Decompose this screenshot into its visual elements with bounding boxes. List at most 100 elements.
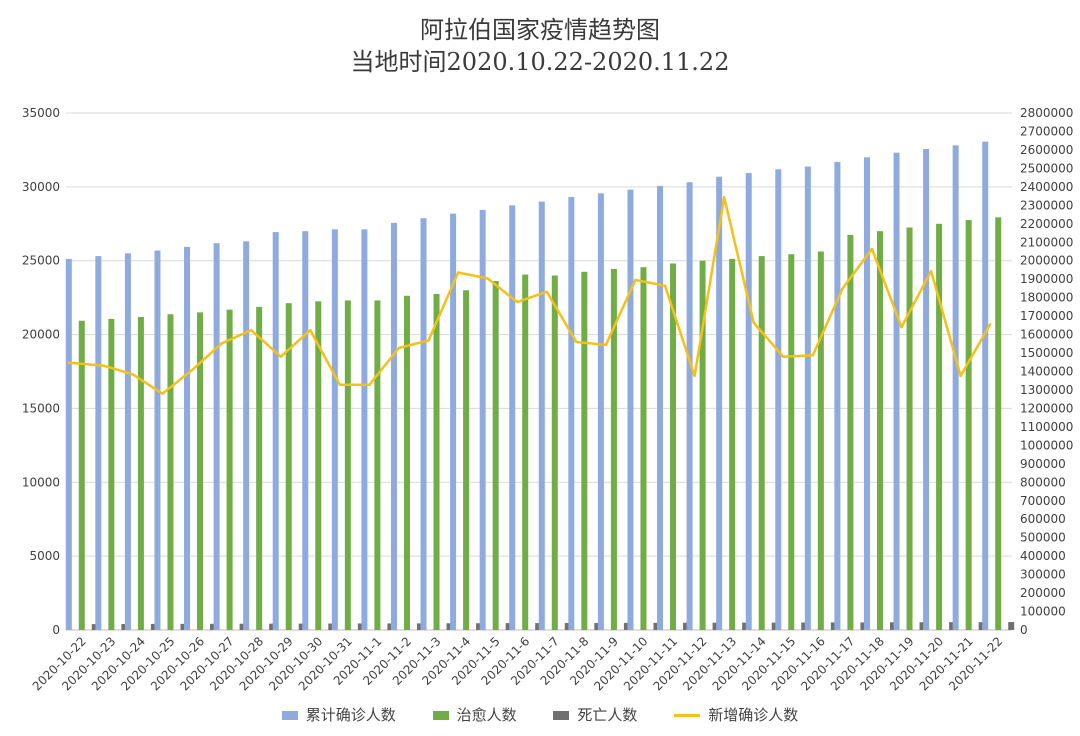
point-new-cases — [190, 368, 194, 372]
bar-cumulative — [952, 145, 959, 630]
bar-recovered — [936, 223, 943, 631]
point-new-cases — [575, 340, 578, 344]
bar-recovered — [729, 258, 736, 630]
bar-deaths — [357, 623, 364, 630]
line-series — [66, 195, 992, 395]
right-tick-label: 500000 — [1020, 531, 1066, 545]
point-new-cases — [102, 364, 105, 367]
right-tick-label: 2500000 — [1020, 161, 1073, 175]
bar-recovered — [433, 293, 440, 630]
point-new-cases — [722, 195, 726, 199]
right-tick-label: 800000 — [1020, 475, 1066, 489]
bar-recovered — [344, 300, 351, 630]
x-axis-ticks: 2020-10-222020-10-232020-10-242020-10-25… — [30, 634, 1006, 693]
bar-deaths — [446, 623, 453, 630]
bar-deaths — [387, 623, 394, 630]
bar-deaths — [535, 623, 542, 630]
right-tick-label: 2600000 — [1020, 143, 1073, 157]
bar-cumulative — [65, 258, 72, 630]
bar-deaths — [742, 622, 749, 630]
bar-deaths — [416, 623, 423, 630]
bar-cumulative — [331, 229, 338, 630]
bar-recovered — [788, 254, 795, 631]
bar-cumulative — [450, 213, 457, 630]
bar-recovered — [670, 263, 677, 630]
right-tick-label: 200000 — [1020, 586, 1066, 600]
bar-deaths — [150, 623, 157, 630]
bar-recovered — [137, 317, 144, 630]
right-tick-label: 1000000 — [1020, 438, 1073, 452]
legend-label-new-cases: 新增确诊人数 — [708, 706, 799, 724]
left-tick-label: 25000 — [22, 254, 60, 268]
bar-cumulative — [509, 205, 516, 631]
point-new-cases — [604, 343, 608, 347]
bar-cumulative — [124, 253, 131, 631]
bar-recovered — [847, 234, 854, 630]
bar-recovered — [551, 275, 558, 630]
bar-recovered — [758, 256, 765, 630]
right-tick-label: 1900000 — [1020, 272, 1073, 286]
right-tick-label: 1400000 — [1020, 365, 1073, 379]
left-axis-ticks: 0 5000 10000 15000 20000 25000 30000 35000 — [22, 106, 60, 637]
bar-deaths — [239, 623, 246, 630]
right-tick-label: 2000000 — [1020, 254, 1073, 268]
point-new-cases — [66, 361, 70, 364]
point-new-cases — [397, 346, 401, 350]
right-tick-label: 400000 — [1020, 549, 1066, 563]
left-tick-label: 35000 — [22, 106, 60, 120]
bar-cumulative — [893, 152, 900, 630]
bar-recovered — [906, 227, 913, 630]
legend-swatch-recovered — [432, 711, 449, 720]
point-new-cases — [841, 287, 844, 290]
chart-subtitle: 当地时间2020.10.22-2020.11.22 — [350, 48, 730, 76]
bar-recovered — [522, 274, 529, 630]
point-new-cases — [279, 355, 282, 358]
bar-cumulative — [982, 141, 989, 631]
bar-recovered — [492, 281, 499, 630]
right-tick-label: 300000 — [1020, 568, 1066, 582]
chart-title-block: 阿拉伯国家疫情趋势图 当地时间2020.10.22-2020.11.22 — [0, 14, 1080, 78]
right-tick-label: 1700000 — [1020, 309, 1073, 323]
point-new-cases — [161, 392, 164, 395]
bar-cumulative — [95, 256, 102, 630]
left-tick-label: 10000 — [22, 475, 60, 489]
bar-deaths — [623, 622, 630, 630]
bar-recovered — [640, 267, 647, 630]
bar-recovered — [995, 217, 1002, 630]
legend-item-recovered: 治愈人数 — [432, 704, 517, 725]
legend: 累计确诊人数 治愈人数 死亡人数 新增确诊人数 — [0, 704, 1080, 725]
legend-swatch-new-cases — [674, 714, 701, 717]
bar-cumulative — [657, 185, 664, 630]
right-tick-label: 2100000 — [1020, 235, 1073, 249]
bar-deaths — [919, 622, 926, 630]
bar-deaths — [91, 624, 98, 630]
bar-recovered — [699, 260, 706, 630]
bar-cumulative — [272, 232, 279, 630]
bar-deaths — [949, 622, 956, 630]
bar-recovered — [965, 220, 972, 631]
bar-deaths — [269, 623, 276, 630]
legend-swatch-deaths — [553, 711, 570, 720]
point-new-cases — [811, 354, 815, 357]
point-new-cases — [870, 247, 874, 251]
point-new-cases — [486, 277, 489, 280]
point-new-cases — [456, 271, 460, 274]
bar-deaths — [180, 623, 187, 630]
bar-cumulative — [538, 201, 545, 630]
right-tick-label: 2300000 — [1020, 198, 1073, 212]
bar-cumulative — [243, 241, 250, 630]
bar-recovered — [876, 231, 883, 630]
right-tick-label: 1300000 — [1020, 383, 1073, 397]
right-tick-label: 1800000 — [1020, 291, 1073, 305]
bar-cumulative — [804, 166, 811, 630]
point-new-cases — [309, 328, 312, 332]
point-new-cases — [545, 290, 548, 293]
right-tick-label: 1600000 — [1020, 328, 1073, 342]
legend-item-cumulative: 累计确诊人数 — [281, 704, 396, 725]
point-new-cases — [338, 383, 342, 386]
point-new-cases — [427, 339, 430, 342]
bar-cumulative — [361, 229, 368, 630]
bar-cumulative — [597, 193, 604, 630]
point-new-cases — [634, 278, 637, 282]
bar-deaths — [594, 622, 601, 630]
